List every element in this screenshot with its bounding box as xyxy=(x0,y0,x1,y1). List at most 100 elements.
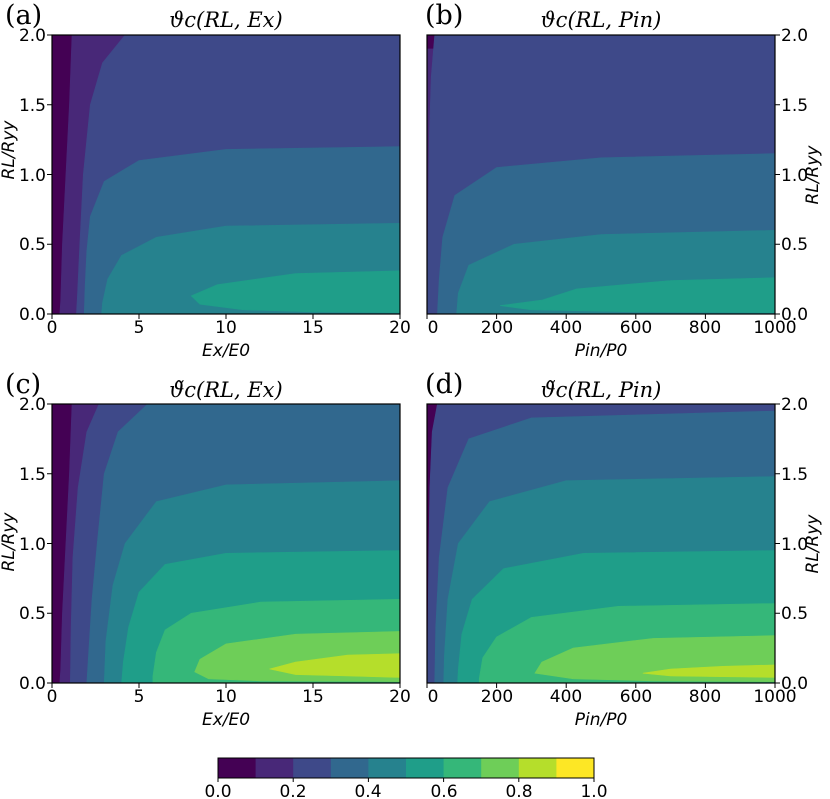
y-tick-label: 0.5 xyxy=(781,604,808,624)
x-tick-label: 20 xyxy=(389,687,411,707)
x-tick-label: 1000 xyxy=(753,687,796,707)
x-tick-labels-d: 0 200 400 600 800 1000 xyxy=(428,687,797,707)
y-tick-label: 1.0 xyxy=(781,166,808,186)
colorbar-tick-label: 0.2 xyxy=(279,782,306,799)
y-axis-label-d: RL/Ryy xyxy=(803,514,823,574)
contour-fills-a xyxy=(52,35,400,314)
colorbar-tick-label: 0.4 xyxy=(354,782,381,799)
colorbar-cell xyxy=(406,758,445,778)
colorbar-cell xyxy=(518,758,557,778)
panel-d: (d) ϑ̃c(RL, Pin) 0 200 400 600 800 1000 … xyxy=(425,369,823,730)
colorbar-cell xyxy=(556,758,595,778)
y-tick-label: 1.5 xyxy=(781,465,808,485)
y-tick-label: 1.5 xyxy=(781,96,808,116)
y-tick-label: 0.0 xyxy=(19,674,46,694)
y-tick-label: 1.0 xyxy=(781,535,808,555)
x-tick-label: 0 xyxy=(47,687,58,707)
y-tick-labels-d: 0.0 0.5 1.0 1.5 2.0 xyxy=(781,395,808,694)
colorbar-frame xyxy=(217,757,595,779)
x-axis-label-a: Ex/E0 xyxy=(202,341,250,361)
y-tick-labels-b: 0.0 0.5 1.0 1.5 2.0 xyxy=(781,26,808,325)
x-tick-label: 0 xyxy=(47,318,58,338)
x-tick-label: 200 xyxy=(481,318,513,338)
x-axis-label-b: Pin/P0 xyxy=(575,341,628,361)
colorbar-tick-marks xyxy=(217,778,595,782)
y-tick-label: 2.0 xyxy=(19,26,46,46)
contour-region xyxy=(190,270,400,313)
x-tick-label: 800 xyxy=(689,687,721,707)
y-tick-label: 1.5 xyxy=(19,465,46,485)
x-tick-label: 0 xyxy=(428,687,439,707)
contour-region xyxy=(269,653,400,678)
y-tick-label: 0.0 xyxy=(781,305,808,325)
colorbar-tick-labels: 0.0 0.2 0.4 0.6 0.8 1.0 xyxy=(204,782,607,799)
colorbar-tick-label: 1.0 xyxy=(580,782,607,799)
x-tick-label: 15 xyxy=(302,687,324,707)
tick-marks-a xyxy=(47,34,401,319)
y-tick-label: 2.0 xyxy=(19,395,46,415)
panel-c: (c) ϑ̃c(RL, Ex) 0 5 10 15 20 0.0 0.5 1.0… xyxy=(0,369,411,730)
x-tick-label: 5 xyxy=(134,687,145,707)
colorbar-tick-label: 0.8 xyxy=(505,782,532,799)
colorbar-cells xyxy=(218,758,595,778)
y-tick-label: 0.0 xyxy=(781,674,808,694)
y-tick-label: 2.0 xyxy=(781,395,808,415)
title-b: ϑc(RL, Pin) xyxy=(541,8,662,32)
x-tick-label: 800 xyxy=(689,318,721,338)
contour-fills-d xyxy=(427,404,775,683)
colorbar-tick-label: 0.6 xyxy=(430,782,457,799)
tick-marks-d xyxy=(426,403,780,688)
y-tick-label: 1.0 xyxy=(19,166,46,186)
y-axis-label-b: RL/Ryy xyxy=(803,145,823,205)
colorbar: 0.0 0.2 0.4 0.6 0.8 1.0 xyxy=(204,757,608,799)
y-tick-label: 2.0 xyxy=(781,26,808,46)
tick-marks-c xyxy=(47,403,401,688)
panel-label-c: (c) xyxy=(5,369,41,400)
x-tick-labels-a: 0 5 10 15 20 xyxy=(47,318,411,338)
colorbar-cell xyxy=(330,758,369,778)
contour-fills-b xyxy=(427,35,775,314)
x-tick-label: 400 xyxy=(550,318,582,338)
panel-label-d: (d) xyxy=(425,369,463,400)
x-tick-label: 5 xyxy=(134,318,145,338)
x-tick-label: 1000 xyxy=(753,318,796,338)
x-tick-label: 15 xyxy=(302,318,324,338)
y-tick-label: 1.5 xyxy=(19,96,46,116)
x-tick-label: 10 xyxy=(215,318,237,338)
y-tick-label: 0.5 xyxy=(781,235,808,255)
y-tick-label: 0.5 xyxy=(19,235,46,255)
title-c: ϑ̃c(RL, Ex) xyxy=(169,378,282,402)
panel-label-a: (a) xyxy=(5,0,42,31)
colorbar-cell xyxy=(218,758,257,778)
colorbar-cell xyxy=(443,758,482,778)
colorbar-cell xyxy=(368,758,407,778)
title-a: ϑc(RL, Ex) xyxy=(169,8,282,32)
x-tick-labels-b: 0 200 400 600 800 1000 xyxy=(428,318,797,338)
tick-marks-b xyxy=(426,34,780,319)
panel-b: (b) ϑc(RL, Pin) 0 200 400 600 800 1000 0… xyxy=(425,0,823,361)
colorbar-cell xyxy=(293,758,332,778)
x-axis-label-d: Pin/P0 xyxy=(575,710,628,730)
x-tick-label: 600 xyxy=(620,687,652,707)
y-tick-label: 0.0 xyxy=(19,305,46,325)
y-tick-label: 0.5 xyxy=(19,604,46,624)
x-tick-labels-c: 0 5 10 15 20 xyxy=(47,687,411,707)
y-tick-labels-c: 0.0 0.5 1.0 1.5 2.0 xyxy=(19,395,46,694)
colorbar-cell xyxy=(255,758,294,778)
y-tick-labels-a: 0.0 0.5 1.0 1.5 2.0 xyxy=(19,26,46,325)
title-d: ϑ̃c(RL, Pin) xyxy=(541,378,662,402)
panel-label-b: (b) xyxy=(425,0,463,31)
x-tick-label: 200 xyxy=(481,687,513,707)
y-tick-label: 1.0 xyxy=(19,535,46,555)
contour-region xyxy=(500,277,775,313)
x-tick-label: 600 xyxy=(620,318,652,338)
contour-region xyxy=(642,664,775,678)
contour-fills-c xyxy=(52,404,400,683)
x-tick-label: 400 xyxy=(550,687,582,707)
panel-a: (a) ϑc(RL, Ex) 0 5 10 15 20 0.0 0.5 1.0 … xyxy=(0,0,411,361)
y-axis-label-a: RL/Ryy xyxy=(0,120,19,180)
x-tick-label: 0 xyxy=(428,318,439,338)
x-axis-label-c: Ex/E0 xyxy=(202,710,250,730)
y-axis-label-c: RL/Ryy xyxy=(0,512,19,572)
